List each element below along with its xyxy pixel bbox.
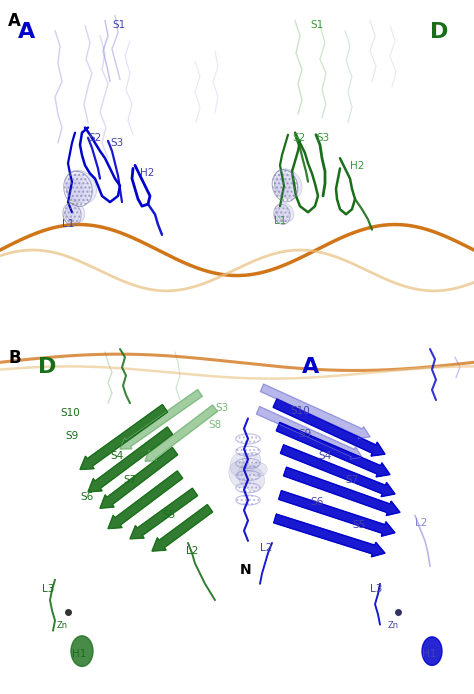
Polygon shape	[276, 423, 390, 477]
Polygon shape	[283, 467, 400, 516]
Text: S3: S3	[215, 403, 228, 413]
Ellipse shape	[422, 637, 442, 666]
Polygon shape	[273, 514, 385, 557]
Text: L2: L2	[260, 543, 273, 553]
Polygon shape	[108, 471, 182, 529]
Text: S4: S4	[110, 451, 123, 461]
Ellipse shape	[274, 173, 295, 198]
Polygon shape	[80, 405, 168, 469]
Ellipse shape	[229, 462, 250, 487]
Polygon shape	[279, 491, 395, 536]
Text: S6: S6	[80, 492, 93, 502]
Text: D: D	[430, 22, 448, 42]
Text: S10: S10	[60, 408, 80, 418]
Text: L1: L1	[274, 217, 286, 226]
Ellipse shape	[71, 636, 93, 666]
Text: L1: L1	[62, 219, 74, 230]
Text: H2: H2	[140, 169, 155, 178]
Ellipse shape	[276, 203, 294, 221]
Ellipse shape	[64, 205, 80, 223]
Text: L2: L2	[415, 518, 428, 528]
Polygon shape	[273, 399, 385, 456]
Ellipse shape	[65, 170, 97, 203]
Ellipse shape	[67, 180, 83, 201]
Text: S10: S10	[290, 406, 310, 416]
Polygon shape	[100, 448, 178, 508]
Ellipse shape	[274, 210, 284, 223]
Text: S8: S8	[208, 421, 221, 430]
Text: S4: S4	[318, 451, 331, 461]
Polygon shape	[120, 389, 202, 449]
Ellipse shape	[242, 452, 261, 471]
Ellipse shape	[230, 453, 249, 476]
Polygon shape	[260, 384, 370, 439]
Ellipse shape	[64, 210, 74, 223]
Text: A: A	[8, 12, 21, 31]
Text: S7: S7	[123, 475, 136, 484]
Text: S5: S5	[352, 520, 365, 530]
Ellipse shape	[275, 206, 289, 222]
Ellipse shape	[65, 202, 85, 223]
Polygon shape	[280, 445, 395, 497]
Text: H1: H1	[422, 649, 437, 659]
Text: L2: L2	[186, 546, 199, 556]
Text: S2: S2	[88, 133, 101, 143]
Ellipse shape	[238, 465, 264, 491]
Polygon shape	[256, 407, 362, 459]
Text: Zn: Zn	[57, 620, 68, 629]
Text: A: A	[302, 357, 319, 378]
Ellipse shape	[274, 178, 290, 198]
Text: S3: S3	[110, 138, 123, 148]
Text: H2: H2	[350, 161, 365, 171]
Text: N: N	[240, 564, 252, 577]
Text: D: D	[38, 357, 56, 378]
Ellipse shape	[250, 462, 267, 477]
Text: S5: S5	[162, 510, 175, 520]
Text: Zn: Zn	[388, 620, 399, 629]
Text: S9: S9	[65, 431, 78, 441]
Text: H1: H1	[72, 649, 86, 659]
Text: L3: L3	[42, 584, 55, 594]
Polygon shape	[152, 505, 213, 551]
Text: S7: S7	[345, 475, 358, 484]
Polygon shape	[88, 427, 173, 492]
Text: L3: L3	[370, 584, 383, 594]
Text: S2: S2	[292, 133, 305, 143]
Text: S1: S1	[310, 20, 323, 31]
Text: S6: S6	[310, 497, 323, 507]
Text: B: B	[8, 349, 21, 367]
Text: S1: S1	[112, 20, 125, 31]
Ellipse shape	[66, 175, 90, 203]
Text: S9: S9	[298, 429, 311, 439]
Ellipse shape	[274, 169, 302, 198]
Polygon shape	[130, 488, 198, 539]
Polygon shape	[145, 405, 218, 462]
Text: S3: S3	[316, 133, 329, 143]
Text: A: A	[18, 22, 35, 42]
